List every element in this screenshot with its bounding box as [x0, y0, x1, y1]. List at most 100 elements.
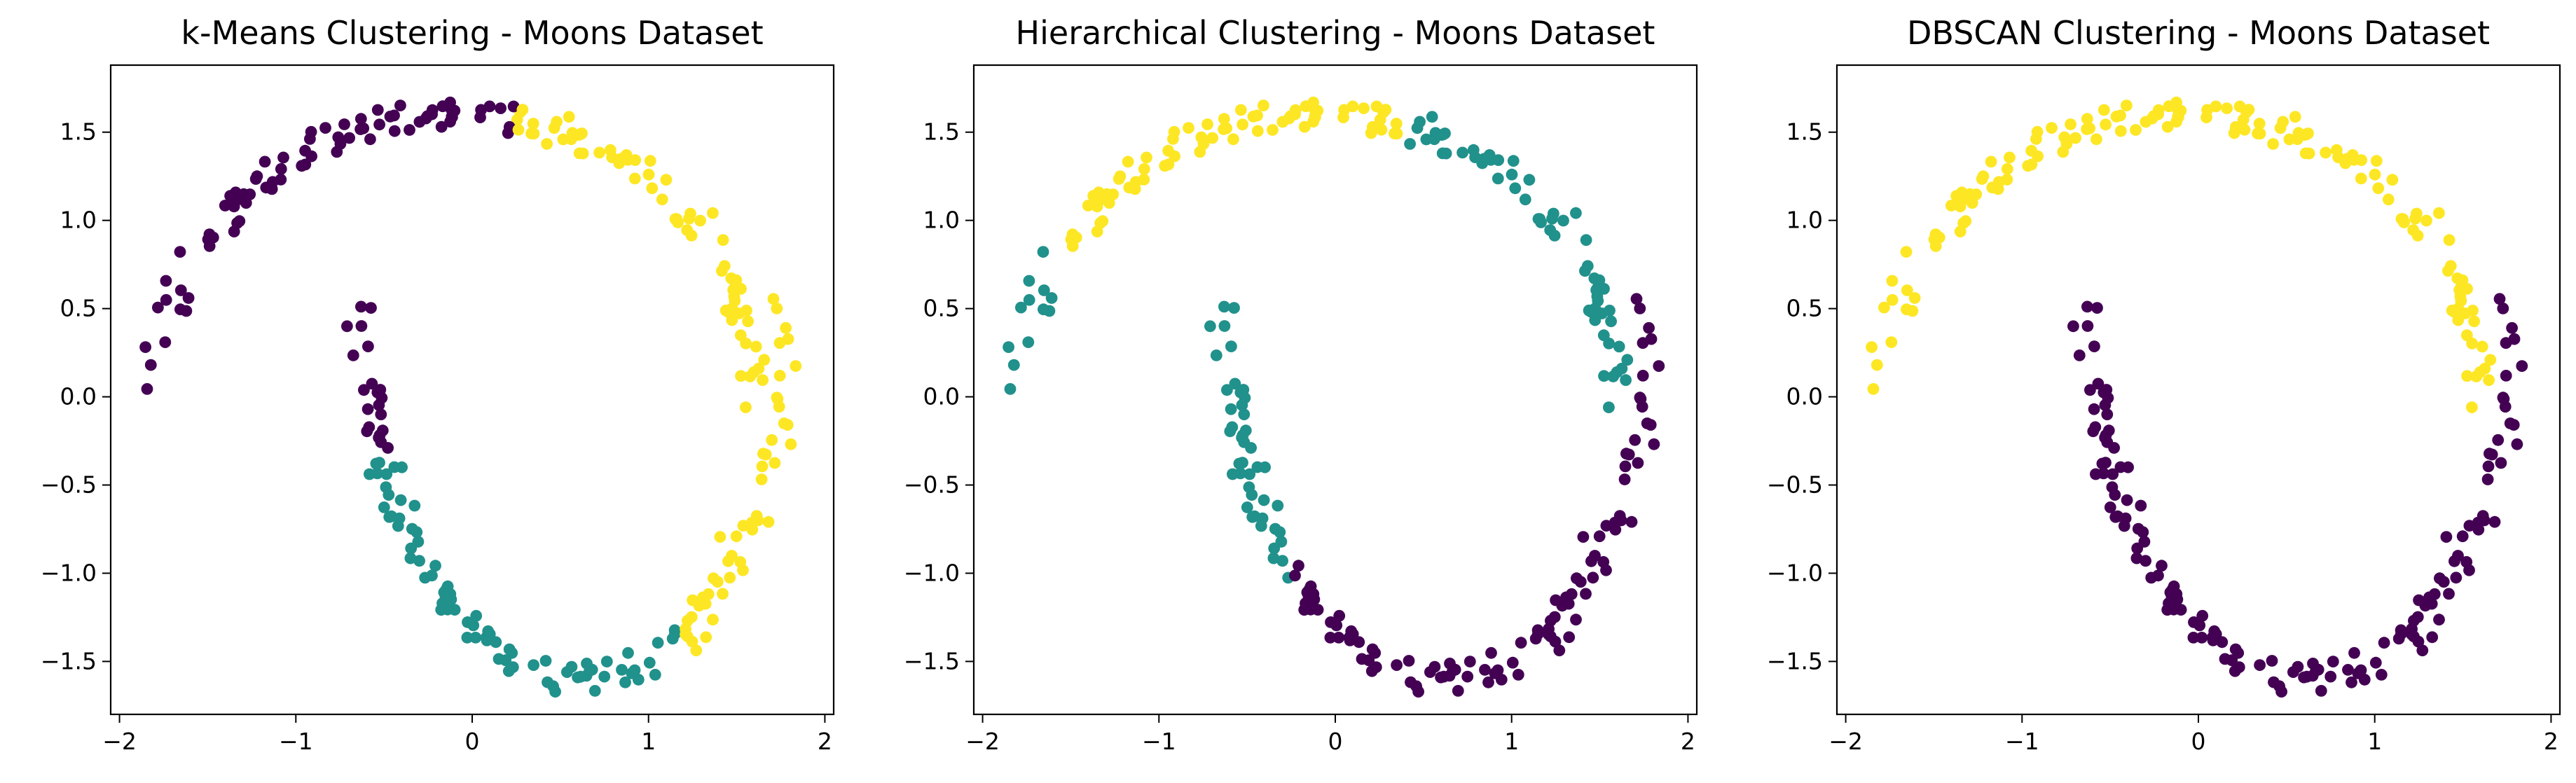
data-point [219, 200, 231, 212]
data-point [2355, 664, 2367, 677]
data-point [159, 336, 172, 348]
data-point [716, 265, 728, 277]
data-point [1929, 240, 1942, 252]
data-point [2232, 646, 2245, 659]
data-point [1391, 659, 1403, 671]
data-point [2102, 424, 2115, 437]
data-point [2267, 138, 2280, 150]
data-point [429, 560, 441, 572]
data-point [334, 138, 347, 150]
data-point [259, 155, 271, 168]
data-point [1201, 118, 1213, 130]
data-point [757, 374, 769, 387]
data-point [1950, 190, 1963, 202]
data-point [2090, 468, 2102, 480]
data-point [2088, 403, 2100, 415]
data-point [528, 659, 539, 671]
data-point [2073, 349, 2086, 361]
data-point [2330, 144, 2343, 156]
data-point [383, 511, 396, 523]
y-tick-label: 0.5 [923, 295, 960, 322]
data-point [1365, 127, 1377, 139]
data-point [373, 118, 385, 131]
data-point [2089, 421, 2102, 434]
data-point [616, 664, 628, 676]
chart-title: DBSCAN Clustering - Moons Dataset [1907, 14, 2490, 52]
data-point [2168, 580, 2180, 593]
y-tick-label: 0.0 [923, 383, 960, 410]
data-point [660, 174, 673, 186]
data-point [742, 315, 754, 328]
data-point [1515, 637, 1527, 649]
data-point [2486, 448, 2498, 461]
data-point [1645, 333, 1658, 345]
data-point [766, 434, 778, 446]
y-tick-label: −1.0 [41, 559, 97, 586]
data-point [1592, 295, 1604, 307]
data-point [1246, 489, 1258, 501]
data-point [1038, 284, 1050, 296]
data-point [621, 153, 634, 166]
data-point [2504, 417, 2516, 429]
data-point [1251, 461, 1264, 473]
data-point [1449, 663, 1461, 676]
data-point [304, 133, 316, 145]
data-point [357, 122, 370, 134]
data-point [1226, 421, 1239, 434]
data-point [1369, 646, 1382, 659]
data-point [1620, 374, 1632, 387]
data-point [1229, 377, 1241, 390]
data-point [2069, 132, 2082, 144]
data-point [2254, 659, 2266, 671]
data-point [394, 494, 407, 506]
data-point [1871, 359, 1883, 371]
data-point [228, 200, 240, 213]
data-point [1345, 625, 1358, 637]
data-point [1461, 670, 1474, 683]
data-point [1284, 110, 1297, 123]
data-point [1227, 133, 1239, 146]
data-point [388, 461, 401, 473]
y-tick-label: 1.0 [1786, 207, 1823, 234]
data-point [469, 632, 482, 644]
data-point [1523, 174, 1536, 186]
data-point [2481, 473, 2494, 485]
data-point [1463, 656, 1476, 667]
data-point [1234, 104, 1247, 116]
data-point [1512, 669, 1524, 681]
data-point [474, 111, 486, 124]
data-point [495, 102, 507, 115]
subplot-hierarchical: Hierarchical Clustering - Moons Dataset … [904, 14, 1698, 755]
data-point [1532, 213, 1545, 225]
data-point [1237, 457, 1248, 469]
data-point [2303, 147, 2315, 160]
data-point [1365, 665, 1378, 677]
data-point [2468, 315, 2481, 328]
data-point [362, 340, 374, 352]
data-point [2499, 401, 2512, 413]
data-point [1239, 424, 1252, 437]
data-point [2508, 333, 2521, 345]
data-point [1619, 460, 1632, 473]
data-point [1598, 370, 1610, 382]
data-point [1244, 468, 1256, 480]
data-point [2372, 182, 2385, 195]
data-point [528, 127, 540, 140]
data-point [1440, 147, 1452, 160]
data-point [1258, 494, 1270, 506]
data-point [2492, 434, 2505, 446]
data-point [1218, 113, 1230, 125]
data-point [1966, 197, 1978, 209]
data-point [681, 224, 694, 236]
data-point [1300, 100, 1312, 113]
data-point [1467, 144, 1480, 156]
data-point [512, 123, 525, 136]
data-point [755, 473, 768, 485]
data-point [1420, 133, 1433, 146]
data-point [355, 320, 368, 332]
data-point [726, 314, 738, 326]
data-point [1618, 473, 1631, 485]
data-point [2109, 489, 2121, 501]
x-tick-label: 2 [818, 728, 832, 755]
